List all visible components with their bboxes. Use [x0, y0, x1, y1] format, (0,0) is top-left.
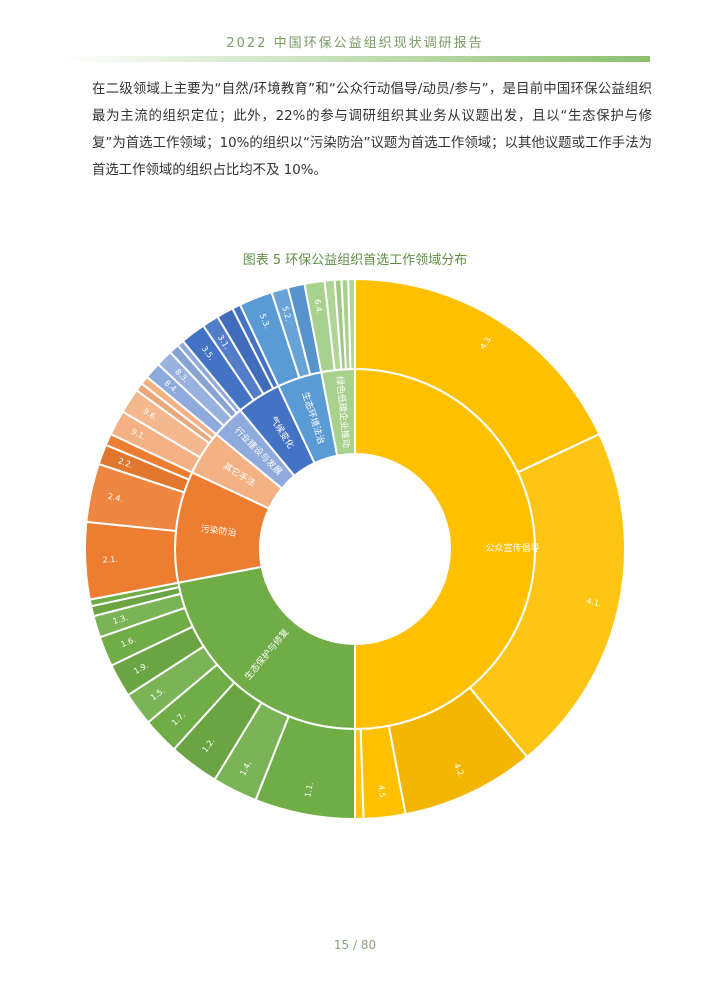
sunburst-center-hole [261, 455, 449, 643]
page-number: 15 / 80 [333, 938, 377, 952]
outer-segment-label: 5.2. [280, 305, 293, 322]
outer-segment-label: 1.1. [303, 781, 315, 798]
outer-ring-segment [468, 432, 626, 759]
header-divider [60, 56, 650, 62]
outer-segment-label: 6.4. [313, 299, 324, 315]
outer-segment-label: 2.4. [107, 492, 124, 504]
report-header-title: 2022 中国环保公益组织现状调研报告 [226, 36, 484, 51]
outer-segment-label: 1.3. [112, 613, 129, 626]
sunburst-chart: 4.3.4.1.4.2.4.5.1.1.1.4.1.2.1.7.1.5.1.9.… [84, 277, 626, 821]
outer-segment-label: 4.1. [586, 596, 603, 608]
outer-ring-segment [347, 277, 356, 371]
body-paragraph: 在二级领域上主要为“自然/环境教育”和“公众行动倡导/动员/参与”，是目前中国环… [92, 82, 652, 178]
figure-caption: 图表 5 环保公益组织首选工作领域分布 [242, 253, 468, 268]
outer-segment-label: 4.5. [377, 784, 388, 800]
outer-segment-label: 2.1. [102, 555, 118, 565]
inner-segment-label: 公众宣传倡导 [485, 542, 539, 554]
